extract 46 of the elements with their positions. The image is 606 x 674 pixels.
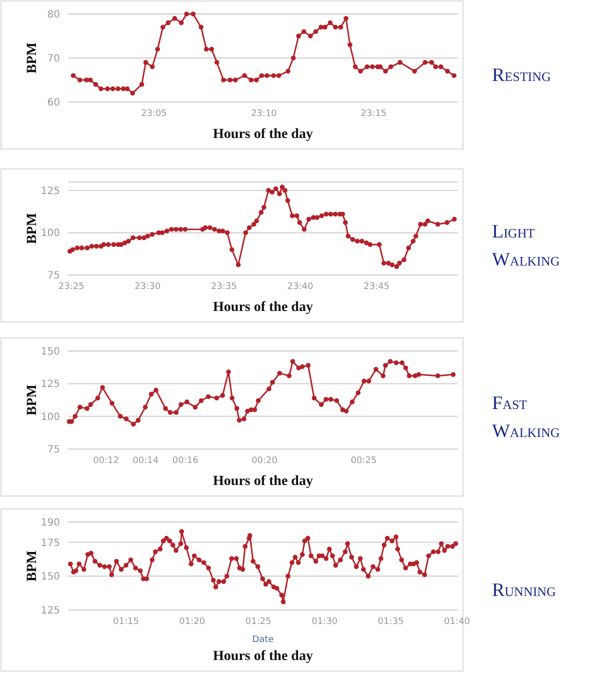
y-tick-label: 100: [40, 412, 60, 423]
y-axis-title: BPM: [25, 550, 40, 582]
x-axis-title: Hours of the day: [213, 649, 313, 664]
text: Light Walking: [492, 222, 560, 270]
y-tick-label: 125: [40, 379, 60, 390]
y-tick-label: 150: [40, 572, 60, 583]
y-axis-title: BPM: [25, 212, 40, 244]
x-axis-title: Hours of the day: [213, 474, 313, 489]
x-tick-label: 23:35: [210, 282, 237, 292]
y-tick-label: 75: [47, 270, 60, 282]
x-tick-label: 00:14: [132, 456, 159, 466]
y-tick-label: 100: [40, 228, 60, 240]
x-tick-label: 00:20: [252, 456, 278, 466]
text: Resting: [492, 65, 551, 86]
y-tick-label: 190: [40, 518, 60, 528]
x-axis-title: Hours of the day: [213, 300, 313, 315]
x-tick-label: 00:12: [93, 456, 120, 466]
x-tick-label: 23:30: [134, 282, 161, 292]
y-tick-label: 60: [47, 98, 60, 108]
x-axis-title: Hours of the day: [213, 127, 313, 142]
x-tick-label: 23:25: [58, 282, 84, 292]
x-tick-label: 01:35: [378, 617, 404, 627]
y-tick-label: 75: [47, 444, 60, 456]
x-tick-label: 00:16: [172, 456, 199, 466]
x-tick-label: 23:15: [360, 109, 387, 119]
y-tick-label: 175: [40, 538, 60, 549]
y-axis-title: BPM: [25, 42, 40, 74]
x-tick-label: 01:15: [113, 617, 139, 627]
y-tick-label: 125: [40, 606, 60, 616]
y-tick-label: 80: [47, 10, 60, 20]
x-tick-label: 23:45: [364, 282, 390, 292]
text: Running: [492, 580, 556, 601]
text: Fast Walking: [492, 393, 560, 442]
x-tick-label: 01:30: [312, 617, 338, 627]
y-tick-label: 125: [40, 186, 60, 197]
x-tick-label: 23:05: [141, 109, 168, 119]
y-axis-title: BPM: [25, 384, 40, 416]
y-tick-label: 150: [40, 346, 60, 358]
x-tick-label: 23:40: [287, 282, 314, 292]
x-tick-label: 01:25: [245, 617, 272, 627]
x-tick-label: 01:20: [179, 617, 206, 627]
x-tick-label: 23:10: [250, 109, 278, 119]
x-tick-label: 00:25: [350, 456, 377, 466]
text: Date: [252, 635, 274, 645]
y-tick-label: 70: [47, 54, 60, 64]
x-tick-label: 01:40: [444, 617, 470, 627]
